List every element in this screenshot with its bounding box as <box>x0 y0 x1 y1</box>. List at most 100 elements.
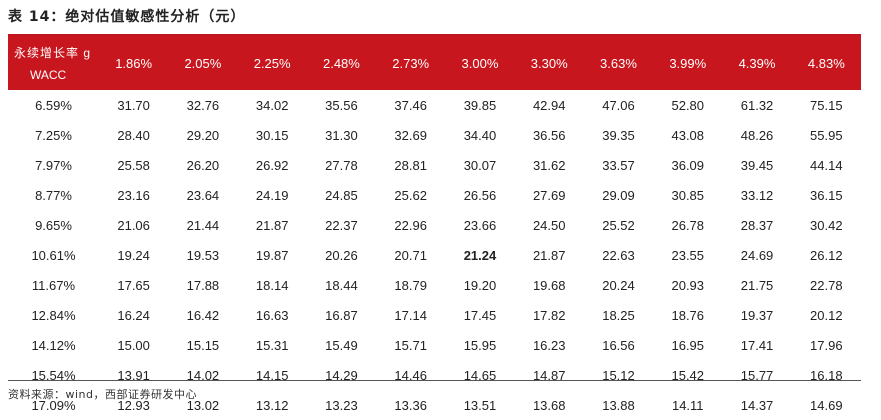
wacc-cell: 7.25% <box>35 127 72 143</box>
value-cell: 75.15 <box>810 97 843 113</box>
value-cell: 14.37 <box>740 397 774 413</box>
value-cell: 18.44 <box>325 277 358 293</box>
value-cell: 39.85 <box>463 97 497 113</box>
base-case-value-cell: 21.24 <box>463 247 497 263</box>
value-cell: 13.23 <box>325 397 358 413</box>
value-cell: 18.76 <box>671 307 705 323</box>
value-cell: 31.70 <box>117 97 150 113</box>
value-cell: 14.02 <box>186 367 220 383</box>
value-cell: 23.66 <box>463 217 497 233</box>
wacc-cell: 10.61% <box>31 247 76 263</box>
value-cell: 18.79 <box>394 277 427 293</box>
growth-rate-label: 永续增长率 g <box>14 46 92 60</box>
value-cell: 29.20 <box>186 127 220 143</box>
growth-rate-header: 2.05% <box>168 36 238 90</box>
value-cell: 21.75 <box>740 277 774 293</box>
value-cell: 13.88 <box>602 397 635 413</box>
growth-rate-header: 2.73% <box>376 36 446 90</box>
value-cell: 36.15 <box>810 187 843 203</box>
growth-rate-header: 3.30% <box>514 36 584 90</box>
value-cell: 13.36 <box>394 397 427 413</box>
wacc-cell: 8.77% <box>35 187 72 203</box>
value-cell: 21.87 <box>255 217 289 233</box>
value-cell: 15.12 <box>602 367 635 383</box>
value-cell: 19.24 <box>117 247 150 263</box>
value-cell: 55.95 <box>810 127 843 143</box>
value-cell: 14.65 <box>463 367 497 383</box>
header-row: 永续增长率 g WACC 1.86% 2.05% 2.25% 2.48% 2.7… <box>8 36 861 90</box>
value-cell: 44.14 <box>810 157 843 173</box>
value-cell: 36.56 <box>532 127 566 143</box>
value-cell: 13.02 <box>186 397 220 413</box>
value-cell: 15.49 <box>325 337 358 353</box>
bottom-divider <box>8 380 861 381</box>
value-cell: 31.30 <box>325 127 358 143</box>
value-cell: 17.96 <box>810 337 843 353</box>
value-cell: 29.09 <box>602 187 635 203</box>
table-row: 17.09% 12.93 13.02 13.12 13.23 13.36 13.51 13.6… <box>8 390 861 420</box>
table-row: 10.61% 19.24 19.53 19.87 20.26 20.71 21.24 21.8… <box>8 240 861 270</box>
value-cell: 16.42 <box>186 307 220 323</box>
value-cell: 43.08 <box>671 127 705 143</box>
value-cell: 15.15 <box>186 337 220 353</box>
value-cell: 19.20 <box>463 277 497 293</box>
wacc-cell: 7.97% <box>35 157 72 173</box>
value-cell: 20.26 <box>325 247 358 263</box>
value-cell: 48.26 <box>740 127 774 143</box>
value-cell: 24.50 <box>532 217 566 233</box>
value-cell: 35.56 <box>325 97 358 113</box>
growth-rate-header: 3.63% <box>583 36 654 90</box>
table-row: 8.77% 23.16 23.64 24.19 24.85 25.62 26.56 27.69… <box>8 180 861 210</box>
value-cell: 28.40 <box>117 127 150 143</box>
growth-rate-header: 3.99% <box>653 36 723 90</box>
value-cell: 34.40 <box>463 127 497 143</box>
wacc-label: WACC <box>30 68 67 82</box>
value-cell: 14.29 <box>325 367 358 383</box>
value-cell: 13.91 <box>117 367 150 383</box>
value-cell: 39.45 <box>740 157 774 173</box>
value-cell: 15.31 <box>255 337 289 353</box>
value-cell: 33.12 <box>740 187 774 203</box>
value-cell: 30.42 <box>810 217 843 233</box>
value-cell: 15.00 <box>117 337 150 353</box>
value-cell: 47.06 <box>602 97 635 113</box>
value-cell: 24.69 <box>740 247 774 263</box>
value-cell: 42.94 <box>532 97 566 113</box>
value-cell: 33.57 <box>602 157 635 173</box>
value-cell: 15.71 <box>394 337 427 353</box>
value-cell: 20.93 <box>671 277 705 293</box>
value-cell: 20.71 <box>394 247 427 263</box>
value-cell: 13.51 <box>463 397 497 413</box>
value-cell: 16.24 <box>117 307 150 323</box>
table-row: 12.84% 16.24 16.42 16.63 16.87 17.14 17.45 17.8… <box>8 300 861 330</box>
value-cell: 14.69 <box>810 397 843 413</box>
value-cell: 15.95 <box>463 337 497 353</box>
source-note: 资料来源：wind，西部证券研发中心 <box>8 388 198 401</box>
value-cell: 18.14 <box>255 277 289 293</box>
value-cell: 22.96 <box>394 217 427 233</box>
value-cell: 32.76 <box>186 97 220 113</box>
growth-rate-header: 2.25% <box>237 36 307 90</box>
value-cell: 19.87 <box>255 247 289 263</box>
wacc-cell: 6.59% <box>35 97 72 113</box>
value-cell: 28.81 <box>394 157 427 173</box>
table-row: 9.65% 21.06 21.44 21.87 22.37 22.96 23.66 24.50… <box>8 210 861 240</box>
value-cell: 16.63 <box>255 307 289 323</box>
wacc-cell: 12.84% <box>31 307 76 323</box>
value-cell: 17.45 <box>463 307 497 323</box>
value-cell: 26.12 <box>810 247 843 263</box>
wacc-cell: 9.65% <box>35 217 72 233</box>
value-cell: 27.69 <box>532 187 566 203</box>
value-cell: 14.46 <box>394 367 427 383</box>
title-divider <box>8 34 861 36</box>
value-cell: 30.85 <box>671 187 705 203</box>
value-cell: 16.18 <box>810 367 843 383</box>
value-cell: 16.87 <box>325 307 358 323</box>
value-cell: 30.07 <box>463 157 497 173</box>
growth-rate-header: 2.48% <box>306 36 377 90</box>
value-cell: 18.25 <box>602 307 635 323</box>
value-cell: 14.15 <box>255 367 289 383</box>
value-cell: 25.58 <box>117 157 150 173</box>
value-cell: 23.16 <box>117 187 150 203</box>
wacc-cell: 14.12% <box>31 337 76 353</box>
